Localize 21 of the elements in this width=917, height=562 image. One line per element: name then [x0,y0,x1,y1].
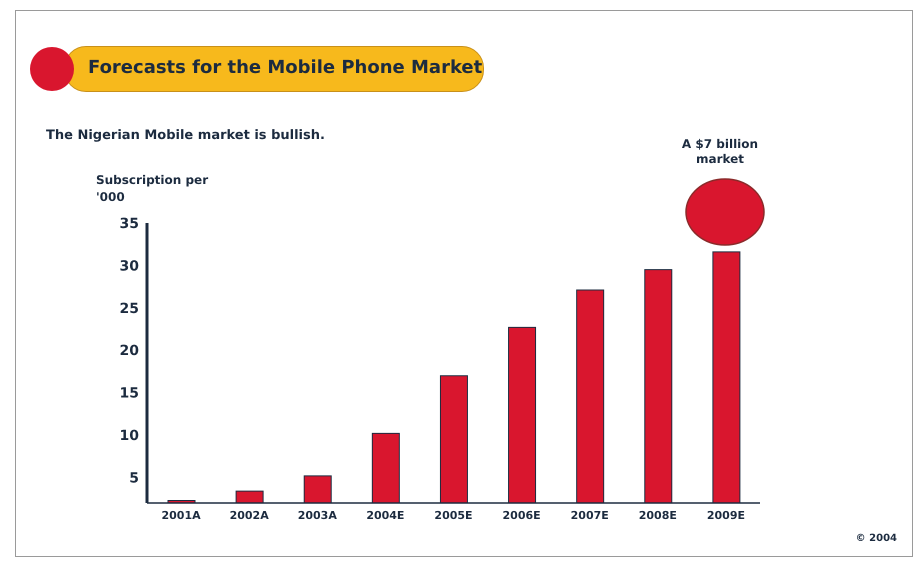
x-tick-label: 2003A [298,508,338,522]
y-tick-label: 25 [120,300,139,317]
x-tick-label: 2001A [161,508,202,522]
y-tick-label: 5 [129,470,139,487]
y-tick-label: 35 [120,216,139,232]
y-tick-label: 30 [120,258,140,274]
x-tick-label: 2009E [706,508,746,522]
y-tick-label: 15 [120,386,139,402]
chart-title: Forecasts for the Mobile Phone Market [88,57,482,78]
y-axis-title: Subscription per '000 [96,172,210,206]
y-tick-label: 20 [120,343,140,360]
x-tick-label: 2008E [638,508,677,522]
y-tick-label: 10 [120,428,140,444]
x-tick-label: 2002A [230,508,270,522]
x-tick-label: 2006E [502,508,541,522]
x-tick-label: 2004E [366,508,404,522]
x-tick-label: 2007E [570,508,609,522]
x-tick-label: 2005E [434,508,473,522]
chart-subtitle: The Nigerian Mobile market is bullish. [46,128,325,143]
text: A $7 billion market [680,137,760,167]
text: © 2004 [856,533,897,544]
